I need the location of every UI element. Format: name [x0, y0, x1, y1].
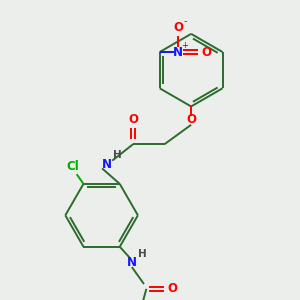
Text: +: +	[182, 41, 188, 50]
Text: H: H	[113, 150, 122, 160]
Text: O: O	[167, 282, 177, 295]
Text: O: O	[201, 46, 211, 59]
Text: N: N	[173, 46, 183, 59]
Text: N: N	[127, 256, 137, 269]
Text: -: -	[183, 16, 187, 26]
Text: O: O	[186, 113, 196, 127]
Text: H: H	[138, 248, 147, 259]
Text: Cl: Cl	[66, 160, 79, 173]
Text: N: N	[101, 158, 112, 171]
Text: O: O	[128, 113, 138, 127]
Text: O: O	[173, 21, 183, 34]
